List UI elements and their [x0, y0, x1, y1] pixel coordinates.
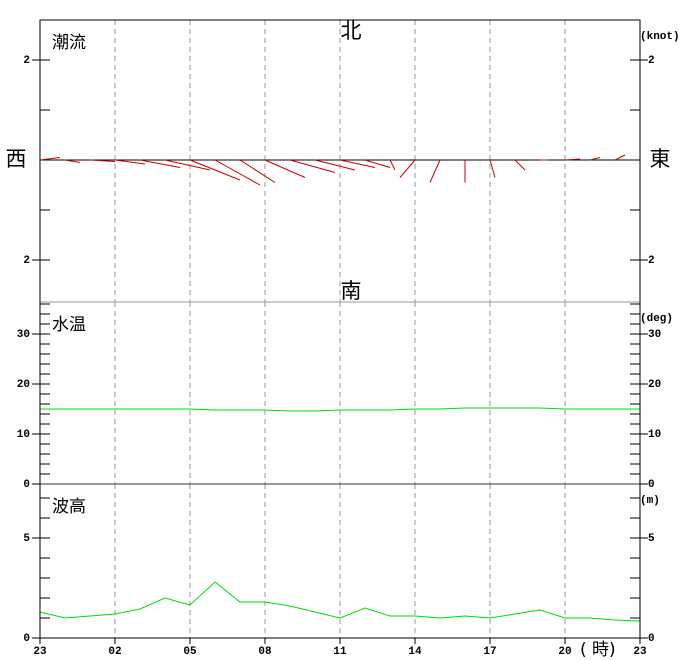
current-vector — [264, 159, 306, 178]
current-vector — [314, 159, 356, 171]
y-tick-label: 0 — [23, 633, 30, 645]
current-vector — [339, 159, 376, 168]
current-vector — [399, 159, 416, 178]
current-vector — [514, 159, 526, 171]
unit-label: (deg) — [640, 313, 673, 325]
x-tick-label: 05 — [183, 646, 197, 658]
y-tick-label: 10 — [648, 429, 661, 441]
current-vector — [64, 159, 81, 163]
current-vector — [429, 159, 441, 183]
x-tick-label: 20 — [558, 646, 571, 658]
compass-north: 北 — [341, 19, 362, 43]
data-line — [40, 407, 640, 412]
current-vector — [589, 157, 601, 161]
y-tick-label: 0 — [648, 479, 655, 491]
current-vector — [614, 154, 626, 161]
current-vector — [114, 159, 146, 165]
current-vector — [364, 159, 391, 168]
x-tick-label: 08 — [258, 646, 272, 658]
panel-title: 潮流 — [52, 33, 86, 53]
unit-label: (m) — [640, 495, 660, 507]
compass-east: 東 — [650, 147, 671, 171]
y-tick-label: 20 — [17, 379, 30, 391]
y-tick-label: 0 — [23, 479, 30, 491]
x-tick-label: 17 — [483, 646, 496, 658]
panel-title: 水温 — [52, 315, 86, 335]
y-tick-label: 5 — [648, 533, 655, 545]
compass-west: 西 — [6, 147, 27, 171]
current-vector — [214, 159, 261, 186]
panel-title: 波高 — [52, 497, 86, 517]
y-tick-label: 30 — [648, 329, 661, 341]
current-vector — [139, 159, 181, 168]
x-tick-label: 23 — [33, 646, 47, 658]
x-tick-label: 11 — [333, 646, 347, 658]
current-vector — [39, 157, 61, 161]
current-vector — [164, 159, 211, 171]
x-tick-label: 02 — [108, 646, 121, 658]
x-axis-label: ( 時) — [580, 640, 616, 660]
compass-south: 南 — [341, 279, 362, 303]
unit-label: (knot) — [640, 31, 680, 43]
current-vector — [189, 159, 241, 181]
current-vector — [289, 159, 336, 173]
y-tick-label: 2 — [648, 255, 655, 267]
y-tick-label: 20 — [648, 379, 661, 391]
data-line — [39, 581, 641, 622]
y-tick-label: 5 — [23, 533, 30, 545]
y-tick-label: 10 — [17, 429, 30, 441]
y-tick-label: 2 — [648, 55, 655, 67]
x-tick-label: 14 — [408, 646, 422, 658]
current-vector — [89, 159, 116, 162]
y-tick-label: 30 — [17, 329, 30, 341]
current-vector — [239, 159, 276, 183]
y-tick-label: 2 — [23, 255, 30, 267]
current-vector — [389, 159, 396, 171]
current-vector — [489, 159, 496, 178]
x-tick-label: 23 — [633, 646, 647, 658]
y-tick-label: 0 — [648, 633, 655, 645]
y-tick-label: 2 — [23, 55, 30, 67]
current-vector — [564, 158, 581, 161]
